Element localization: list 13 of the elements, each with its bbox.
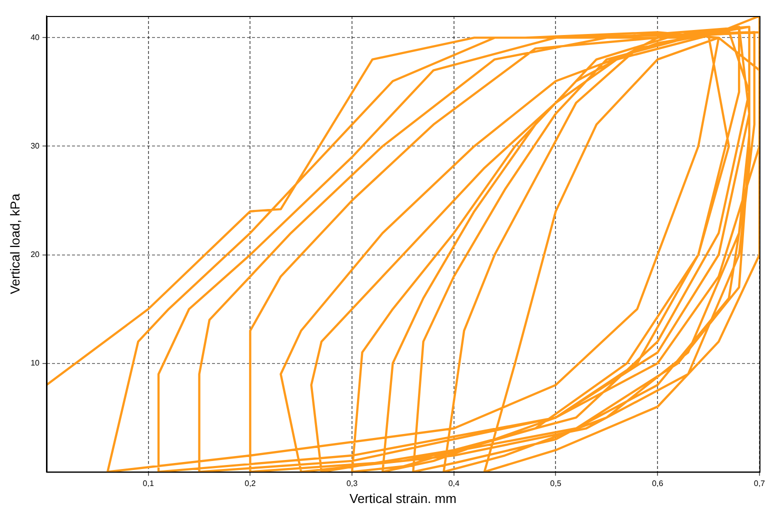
x-tick-label: 0,2	[244, 478, 256, 488]
x-axis-title: Vertical strain. mm	[350, 490, 456, 506]
y-axis-title: Vertical load, kPa	[7, 192, 22, 294]
y-tick-label: 20	[30, 250, 40, 259]
x-tick-label: 0,3	[346, 478, 358, 488]
y-tick-label: 40	[30, 32, 40, 42]
x-tick-label: 0,7	[754, 478, 766, 488]
y-tick-label: 10	[30, 358, 40, 368]
x-tick-label: 0,4	[448, 478, 460, 488]
y-tick-label: 30	[30, 141, 40, 150]
x-tick-label: 0,6	[652, 478, 664, 488]
x-tick-label: 0,5	[550, 478, 562, 488]
x-tick-label: 0,1	[142, 478, 154, 488]
